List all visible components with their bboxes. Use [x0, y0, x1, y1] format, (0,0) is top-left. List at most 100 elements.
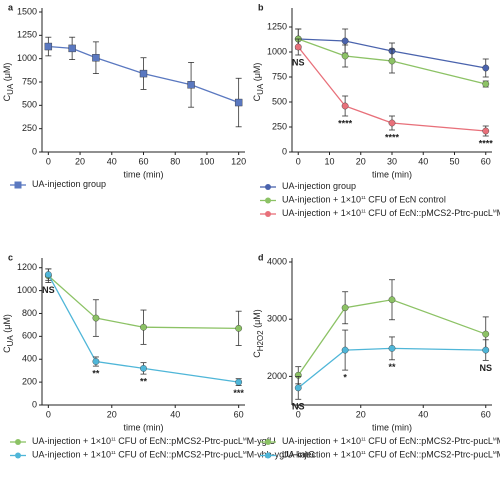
- series-line: [47, 274, 239, 383]
- legend-marker: [265, 197, 271, 204]
- y-axis-label-part: UA: [256, 83, 265, 95]
- y-tick-label: 1250: [267, 21, 287, 31]
- y-axis-label-part: (μM): [252, 63, 262, 84]
- x-tick-label: 100: [199, 156, 214, 166]
- legend-label-part: M: [493, 450, 497, 455]
- legend-label: UA-injection + 1×1011 CFU of EcN::pMCS2-…: [32, 450, 315, 460]
- legend-label-part: M: [243, 437, 247, 442]
- annotation: ****: [338, 118, 353, 128]
- legend-label: UA-injection group: [32, 179, 106, 189]
- legend-label-part: CFU of EcN control: [366, 195, 446, 205]
- marker: [388, 344, 396, 352]
- legend-label-part: CFU of EcN::pMCS2-Ptrc-pucL: [116, 450, 243, 460]
- legend-label-part: UA-injection + 1×10: [282, 208, 361, 218]
- marker: [140, 323, 147, 331]
- marker: [482, 127, 490, 135]
- legend-label-part: 11: [111, 450, 116, 455]
- marker: [388, 57, 396, 65]
- y-tick-label: 4000: [267, 256, 287, 266]
- legend-marker: [15, 439, 21, 445]
- legend-marker: [15, 452, 21, 459]
- x-tick-label: 60: [481, 409, 491, 419]
- y-tick-label: 250: [22, 123, 37, 133]
- marker: [92, 54, 100, 62]
- annotation: **: [92, 368, 100, 378]
- x-axis-label: time (min): [124, 169, 164, 179]
- y-axis-label-part: (μM): [2, 63, 12, 84]
- legend-marker: [265, 211, 271, 217]
- legend-label: UA-injection + 1×1011 CFU of EcN::pMCS2-…: [282, 436, 500, 446]
- marker: [187, 81, 195, 89]
- marker: [44, 42, 53, 51]
- x-tick-label: 20: [356, 156, 366, 166]
- y-axis-label: CH2O2 (μM): [252, 309, 265, 358]
- y-axis-label: CUA (μM): [2, 63, 15, 102]
- legend-label-part: M: [243, 450, 247, 455]
- y-tick-label: 750: [272, 71, 287, 81]
- panel-letter: a: [8, 2, 14, 12]
- legend-label-part: 11: [111, 437, 116, 442]
- legend-label-part: M: [493, 437, 497, 442]
- x-tick-label: 10: [324, 156, 334, 166]
- y-tick-label: 750: [22, 76, 37, 86]
- y-tick-label: 1000: [267, 46, 287, 56]
- y-tick-label: 1000: [17, 53, 37, 63]
- legend-label-part: UA-injection + 1×10: [282, 450, 361, 460]
- marker: [235, 324, 243, 332]
- marker: [341, 37, 349, 45]
- legend-marker: [265, 439, 271, 445]
- x-tick-label: 20: [107, 409, 117, 419]
- y-axis-label-part: C: [252, 94, 262, 101]
- marker: [92, 358, 100, 365]
- legend-label-part: CFU of EcN::pMCS2-Ptrc-pucL: [366, 208, 493, 218]
- legend-label: UA-injection + 1×1011 CFU of EcN::pMCS2-…: [282, 450, 500, 460]
- legend-label-part: 11: [361, 195, 366, 200]
- marker: [341, 346, 349, 354]
- x-tick-label: 20: [356, 409, 366, 419]
- legend-label-part: M-vhb-ygfU-katG: [497, 208, 500, 218]
- legend-marker: [14, 181, 22, 189]
- y-tick-label: 200: [22, 376, 37, 386]
- legend-label-part: UA-injection group: [32, 179, 106, 189]
- legend-label-part: M-ygfU: [497, 436, 500, 446]
- x-tick-label: 0: [46, 409, 51, 419]
- series-line: [297, 299, 486, 376]
- x-tick-label: 60: [138, 156, 148, 166]
- series-line: [297, 46, 486, 132]
- legend-label-part: UA-injection group: [282, 181, 356, 191]
- marker: [235, 378, 243, 386]
- marker: [341, 304, 349, 312]
- series-line: [47, 275, 239, 330]
- marker: [341, 102, 349, 110]
- legend-label: UA-injection + 1×1011 CFU of EcN::pMCS2-…: [32, 436, 276, 446]
- x-tick-label: 60: [234, 409, 244, 419]
- annotation: ****: [479, 138, 494, 148]
- legend-label-part: M-vhb-ygfU-katG: [247, 450, 316, 460]
- legend-marker: [265, 184, 271, 190]
- annotation: **: [140, 376, 148, 386]
- annotation: ***: [233, 388, 244, 398]
- legend-label-part: UA-injection + 1×10: [282, 436, 361, 446]
- marker: [482, 64, 490, 72]
- annotation: NS: [292, 57, 305, 67]
- y-tick-label: 250: [272, 121, 287, 131]
- legend-label-part: M-vhb-ygfU-katG: [497, 450, 500, 460]
- panel-letter: b: [258, 2, 264, 12]
- y-axis-label-part: (μM): [252, 309, 262, 330]
- marker: [482, 80, 490, 88]
- y-tick-label: 0: [32, 399, 37, 409]
- y-tick-label: 2000: [267, 371, 287, 381]
- series-line: [298, 38, 486, 85]
- x-tick-label: 40: [107, 156, 117, 166]
- marker: [44, 271, 52, 278]
- y-tick-label: 3000: [267, 314, 287, 324]
- annotation: *: [343, 372, 347, 382]
- x-tick-label: 0: [46, 156, 51, 166]
- marker: [388, 119, 396, 127]
- legend-label-part: 11: [361, 437, 366, 442]
- x-tick-label: 50: [449, 156, 459, 166]
- annotation: NS: [479, 363, 492, 373]
- x-tick-label: 40: [418, 156, 428, 166]
- y-axis-label-part: (μM): [2, 314, 12, 335]
